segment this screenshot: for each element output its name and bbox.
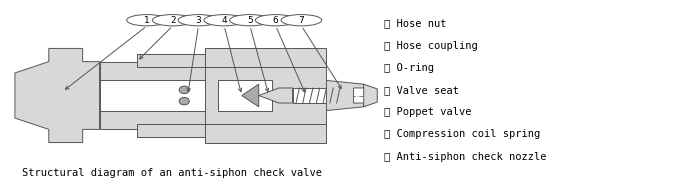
Text: 7: 7: [299, 16, 304, 25]
Text: 1: 1: [144, 16, 150, 25]
Text: ⑦ Anti-siphon check nozzle: ⑦ Anti-siphon check nozzle: [384, 152, 547, 162]
Polygon shape: [99, 54, 205, 137]
Text: 5: 5: [247, 16, 253, 25]
Text: 2: 2: [170, 16, 175, 25]
FancyBboxPatch shape: [99, 80, 205, 111]
Text: ⑤ Poppet valve: ⑤ Poppet valve: [384, 107, 471, 117]
Circle shape: [204, 15, 245, 26]
FancyBboxPatch shape: [205, 67, 326, 124]
FancyBboxPatch shape: [205, 49, 326, 67]
FancyBboxPatch shape: [205, 124, 326, 142]
Text: Structural diagram of an anti-siphon check valve: Structural diagram of an anti-siphon che…: [22, 168, 322, 178]
Polygon shape: [242, 84, 258, 107]
Polygon shape: [364, 84, 377, 107]
Ellipse shape: [179, 97, 189, 105]
Text: ③ O-ring: ③ O-ring: [384, 63, 434, 73]
Ellipse shape: [179, 86, 189, 94]
Circle shape: [152, 15, 193, 26]
FancyBboxPatch shape: [137, 54, 205, 67]
Circle shape: [178, 15, 219, 26]
FancyBboxPatch shape: [218, 80, 272, 111]
Circle shape: [281, 15, 322, 26]
Circle shape: [256, 15, 296, 26]
Polygon shape: [326, 80, 364, 111]
Circle shape: [230, 15, 270, 26]
Text: 4: 4: [222, 16, 227, 25]
Text: 3: 3: [196, 16, 201, 25]
FancyBboxPatch shape: [292, 88, 340, 103]
Text: ① Hose nut: ① Hose nut: [384, 18, 447, 28]
Text: ④ Valve seat: ④ Valve seat: [384, 85, 459, 95]
Text: ⑥ Compression coil spring: ⑥ Compression coil spring: [384, 129, 541, 139]
Text: 6: 6: [273, 16, 279, 25]
Polygon shape: [15, 49, 99, 142]
Circle shape: [126, 15, 167, 26]
FancyBboxPatch shape: [137, 124, 205, 137]
Polygon shape: [258, 88, 292, 103]
Text: ② Hose coupling: ② Hose coupling: [384, 40, 478, 51]
